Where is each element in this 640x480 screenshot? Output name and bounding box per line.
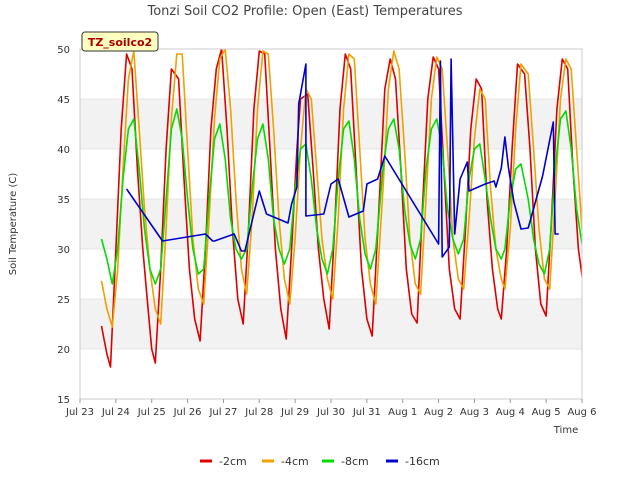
x-tick-label: Jul 29 xyxy=(280,407,309,418)
x-tick-label: Aug 6 xyxy=(567,407,596,418)
legend-label: -4cm xyxy=(281,455,309,468)
x-tick-label: Aug 1 xyxy=(388,407,417,418)
x-tick-label: Jul 26 xyxy=(173,407,202,418)
plot-series xyxy=(100,49,582,368)
site-label-box: TZ_soilco2 xyxy=(81,31,159,52)
y-tick-label: 20 xyxy=(57,345,70,356)
grid-band xyxy=(80,99,582,149)
series-line-4cm xyxy=(100,49,582,328)
y-tick-label: 40 xyxy=(57,145,70,156)
x-tick-label: Jul 25 xyxy=(137,407,166,418)
x-tick-label: Jul 27 xyxy=(208,407,237,418)
y-tick-label: 35 xyxy=(57,195,70,206)
x-tick-label: Jul 30 xyxy=(316,407,345,418)
x-tick-label: Aug 5 xyxy=(532,407,561,418)
site-label: TZ_soilco2 xyxy=(88,36,152,49)
x-tick-label: Aug 4 xyxy=(496,407,525,418)
series-line-16cm xyxy=(125,58,559,258)
x-axis-ticks: Jul 23 Jul 24 Jul 25 Jul 26 Jul 27 Jul 28 Jul … xyxy=(65,399,597,418)
x-tick-label: Aug 3 xyxy=(460,407,489,418)
chart-title: Tonzi Soil CO2 Profile: Open (East) Temp… xyxy=(146,4,462,19)
x-axis-title: Time xyxy=(553,425,578,436)
legend-label: -2cm xyxy=(219,455,247,468)
y-tick-label: 15 xyxy=(57,395,70,406)
y-tick-label: 45 xyxy=(57,95,70,106)
series-line-8cm xyxy=(100,108,582,285)
y-tick-label: 25 xyxy=(57,295,70,306)
y-axis-title: Soil Temperature (C) xyxy=(8,173,19,276)
legend: -2cm -4cm -8cm -16cm xyxy=(200,455,440,468)
y-tick-label: 50 xyxy=(57,45,70,56)
y-axis-ticks: 15 20 25 30 35 40 45 50 xyxy=(57,45,70,406)
x-tick-label: Jul 23 xyxy=(65,407,94,418)
y-tick-label: 30 xyxy=(57,245,70,256)
x-tick-label: Jul 28 xyxy=(244,407,273,418)
x-tick-label: Jul 31 xyxy=(352,407,381,418)
x-tick-label: Jul 24 xyxy=(101,407,130,418)
x-tick-label: Aug 2 xyxy=(424,407,453,418)
legend-label: -16cm xyxy=(405,455,440,468)
legend-label: -8cm xyxy=(341,455,369,468)
plot-bands xyxy=(80,99,582,349)
